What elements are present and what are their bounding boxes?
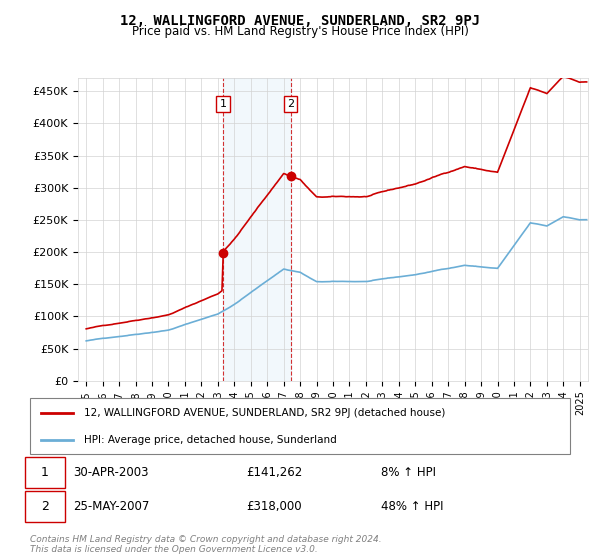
Text: 48% ↑ HPI: 48% ↑ HPI <box>381 500 443 512</box>
FancyBboxPatch shape <box>30 398 570 454</box>
Text: HPI: Average price, detached house, Sunderland: HPI: Average price, detached house, Sund… <box>84 435 337 445</box>
Text: 8% ↑ HPI: 8% ↑ HPI <box>381 466 436 479</box>
Text: 25-MAY-2007: 25-MAY-2007 <box>73 500 149 512</box>
Text: 30-APR-2003: 30-APR-2003 <box>73 466 149 479</box>
Text: 2: 2 <box>41 500 49 512</box>
Text: 1: 1 <box>41 466 49 479</box>
Text: £141,262: £141,262 <box>246 466 302 479</box>
Text: Contains HM Land Registry data © Crown copyright and database right 2024.
This d: Contains HM Land Registry data © Crown c… <box>30 535 382 554</box>
Text: Price paid vs. HM Land Registry's House Price Index (HPI): Price paid vs. HM Land Registry's House … <box>131 25 469 38</box>
Text: £318,000: £318,000 <box>246 500 302 512</box>
Text: 12, WALLINGFORD AVENUE, SUNDERLAND, SR2 9PJ: 12, WALLINGFORD AVENUE, SUNDERLAND, SR2 … <box>120 14 480 28</box>
FancyBboxPatch shape <box>25 491 65 521</box>
Text: 2: 2 <box>287 99 294 109</box>
FancyBboxPatch shape <box>25 457 65 488</box>
Text: 12, WALLINGFORD AVENUE, SUNDERLAND, SR2 9PJ (detached house): 12, WALLINGFORD AVENUE, SUNDERLAND, SR2 … <box>84 408 445 418</box>
Bar <box>223 78 290 381</box>
Text: 1: 1 <box>220 99 227 109</box>
